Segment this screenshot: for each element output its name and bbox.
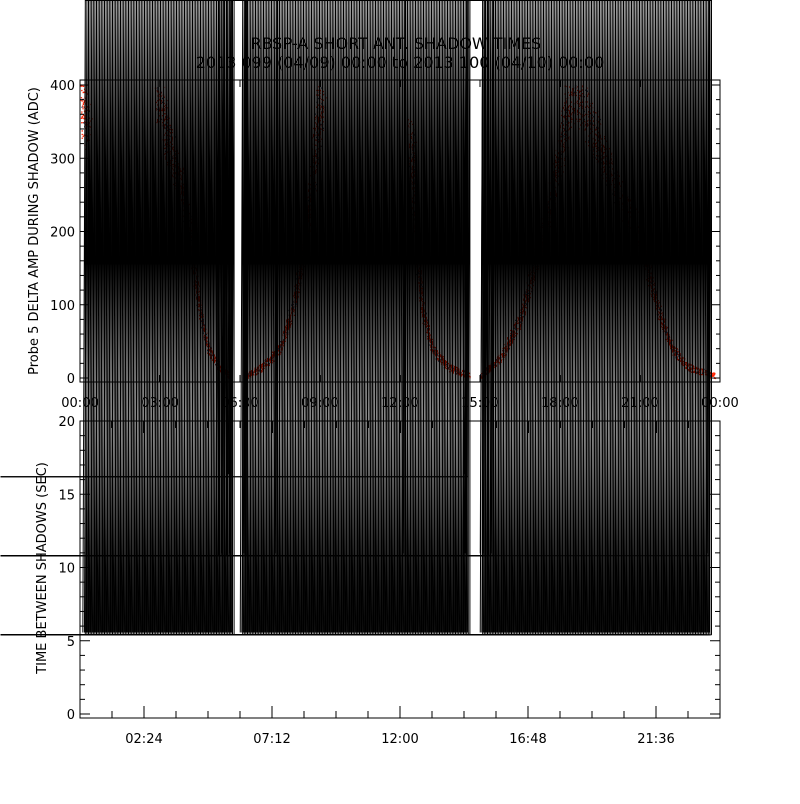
- data-point: [82, 116, 83, 117]
- data-point: [82, 105, 83, 106]
- data-point: [712, 373, 713, 374]
- data-point: [83, 102, 84, 103]
- top-y-tick-label: 100: [50, 299, 75, 314]
- top-y-tick-label: 0: [67, 372, 75, 387]
- data-point: [81, 107, 82, 108]
- top-y-tick-label: 200: [50, 226, 75, 241]
- data-point: [83, 92, 84, 93]
- data-point: [83, 86, 84, 87]
- data-point: [81, 90, 82, 91]
- data-point: [82, 134, 83, 135]
- top-y-tick-label: 300: [50, 152, 75, 167]
- data-point: [82, 130, 83, 131]
- data-point: [81, 122, 82, 123]
- data-point: [83, 136, 84, 137]
- data-point: [714, 373, 715, 374]
- bottom-points: [1, 0, 712, 634]
- data-point: [81, 111, 82, 112]
- data-point: [81, 97, 82, 98]
- data-point: [82, 138, 83, 139]
- top-y-tick-label: 400: [50, 79, 75, 94]
- data-point: [82, 118, 83, 119]
- data-point: [83, 104, 84, 105]
- data-point: [82, 100, 83, 101]
- data-point: [82, 85, 83, 86]
- data-point: [82, 108, 83, 109]
- top-y-axis-label: Probe 5 DELTA AMP DURING SHADOW (ADC): [27, 87, 42, 375]
- data-point: [713, 375, 714, 376]
